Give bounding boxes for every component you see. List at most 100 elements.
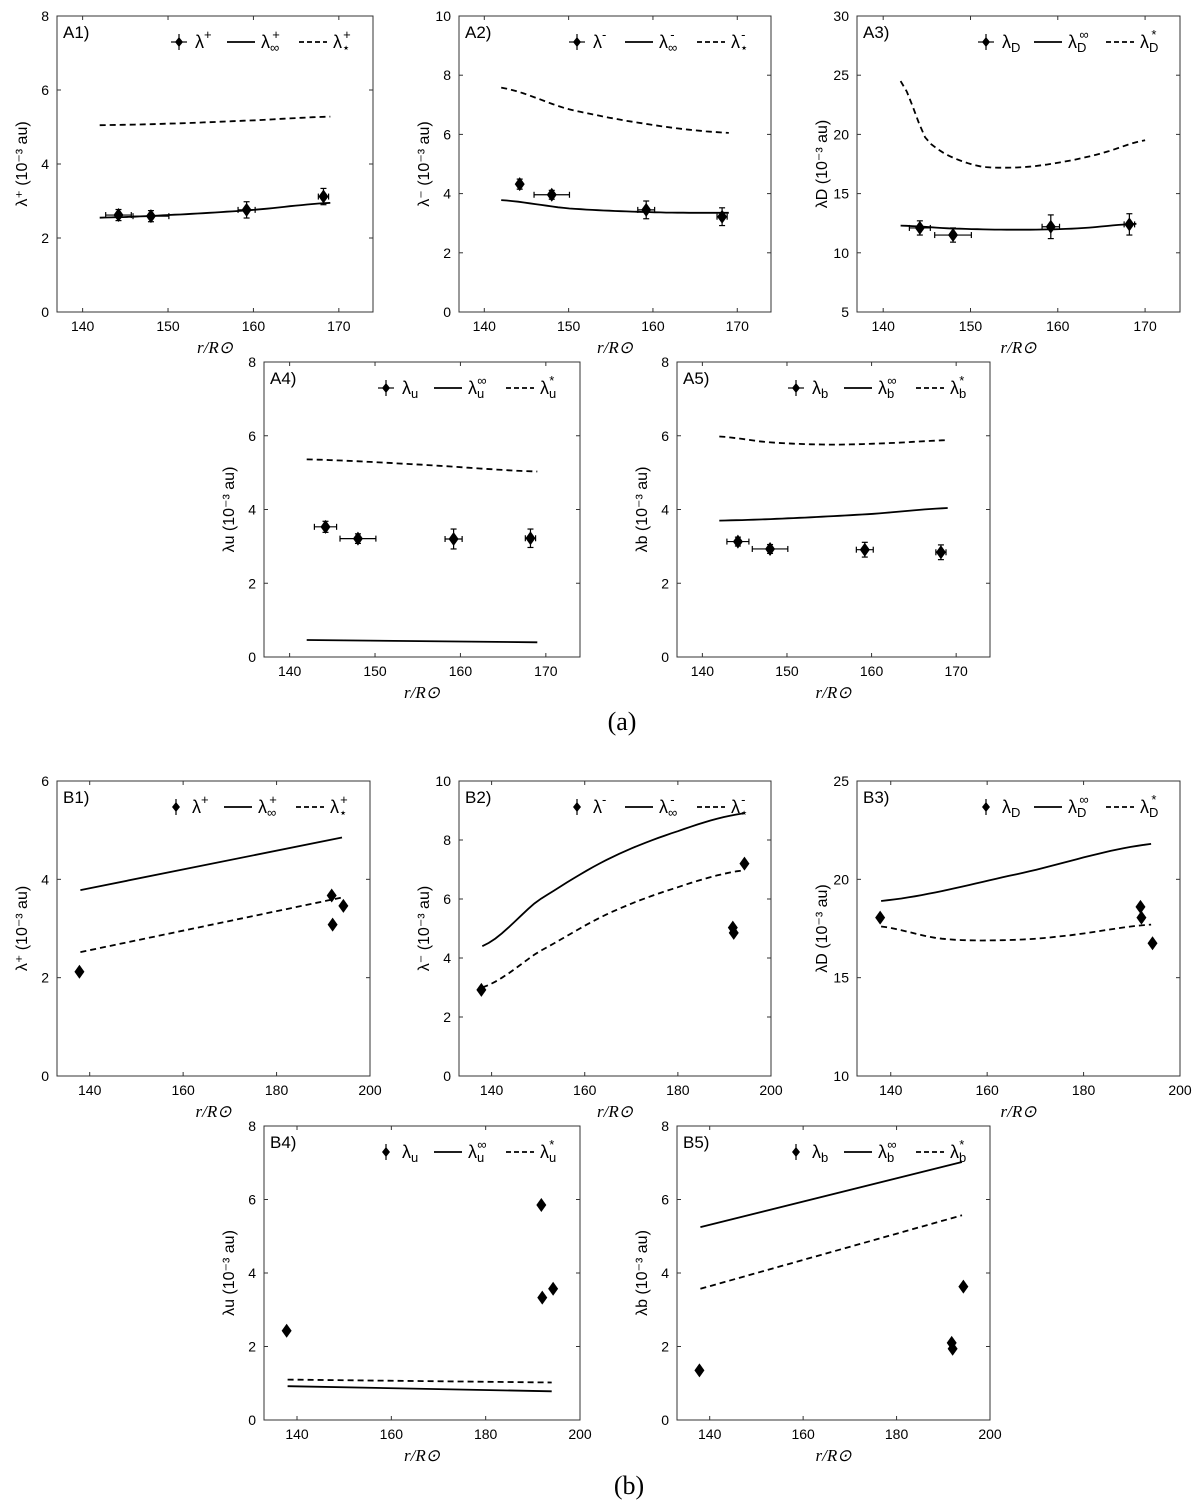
x-tick-label: 170	[944, 663, 968, 679]
legend-label: λD	[1002, 32, 1020, 55]
legend-marker	[982, 802, 990, 812]
solid-model-curve	[501, 199, 729, 214]
data-point-marker	[641, 202, 652, 217]
x-tick-label: 140	[480, 1082, 504, 1098]
data-point-marker	[327, 917, 338, 932]
data-point-marker	[1147, 936, 1158, 951]
plot-frame	[56, 15, 374, 313]
plot-frame	[676, 1125, 991, 1421]
x-axis-label: r/R⊙	[816, 683, 853, 702]
data-point-marker	[694, 1363, 705, 1378]
dashed-model-curve	[481, 869, 744, 989]
y-tick-label: 20	[833, 871, 849, 887]
chart-panel-a2: 140 150 160 170 0 2 4 6 8 10 r/R⊙ λ⁻ (10⁻³ au) A2) λ⋆…	[416, 8, 772, 357]
legend: λ⋆+ λ∞+ λ+	[171, 27, 351, 55]
y-tick-label: 6	[248, 1192, 256, 1208]
x-tick-label: 160	[860, 663, 884, 679]
data-point-marker	[113, 208, 124, 223]
y-axis-label: λu (10⁻³ au)	[221, 1230, 238, 1316]
dashed-model-curve	[287, 1378, 552, 1384]
y-axis-label: λb (10⁻³ au)	[634, 1230, 651, 1316]
legend-marker	[172, 802, 180, 812]
y-tick-label: 20	[833, 126, 849, 142]
panel-label: B4)	[270, 1133, 296, 1152]
legend: λu* λu∞ λu	[378, 373, 556, 401]
x-tick-label: 150	[156, 318, 180, 334]
x-tick-label: 180	[666, 1082, 690, 1098]
legend-label: λD*	[1140, 27, 1158, 55]
x-tick-label: 200	[358, 1082, 382, 1098]
legend-marker	[382, 383, 390, 393]
y-tick-label: 2	[661, 1339, 669, 1355]
dashed-model-curve	[306, 458, 538, 473]
y-tick-label: 2	[248, 1339, 256, 1355]
data-point-marker	[1136, 910, 1147, 925]
x-tick-label: 180	[265, 1082, 289, 1098]
legend-label: λb	[812, 1142, 828, 1165]
data-point-marker	[728, 925, 739, 940]
legend-marker	[175, 37, 183, 47]
x-tick-label: 160	[975, 1082, 999, 1098]
chart-panel-a3: 140 150 160 170 5 10 15 20 25 30 r/R⊙ λD (10⁻³ au) A…	[814, 8, 1181, 357]
data-point-marker	[947, 1341, 958, 1356]
x-tick-label: 200	[568, 1426, 592, 1442]
data-point-marker	[326, 888, 337, 903]
solid-model-curve	[287, 1385, 552, 1393]
x-tick-label: 170	[1133, 318, 1157, 334]
x-tick-label: 170	[534, 663, 558, 679]
y-tick-label: 2	[41, 970, 49, 986]
legend-label: λ-	[593, 792, 606, 817]
data-point-marker	[948, 228, 959, 243]
x-tick-label: 150	[557, 318, 581, 334]
chart-panel-b3: 140 160 180 200 10 15 20 25 r/R⊙ λD (10⁻³ au) B3) λ…	[814, 773, 1192, 1121]
data-point-marker	[536, 1198, 547, 1213]
panel-label: A4)	[270, 369, 296, 388]
legend-label: λ⋆+	[333, 27, 351, 55]
x-tick-label: 170	[327, 318, 351, 334]
y-tick-label: 4	[661, 502, 669, 518]
y-tick-label: 6	[661, 1192, 669, 1208]
y-tick-label: 4	[41, 156, 49, 172]
y-tick-label: 10	[833, 1068, 849, 1084]
solid-model-curve	[900, 222, 1137, 231]
legend-label: λb*	[950, 373, 966, 401]
data-point-marker	[145, 209, 156, 224]
legend-label: λ-	[593, 27, 606, 52]
x-tick-label: 160	[791, 1426, 815, 1442]
data-point-marker	[1135, 899, 1146, 914]
plot-frame	[458, 780, 772, 1077]
plot-frame	[676, 361, 991, 658]
legend-label: λ⋆+	[330, 792, 348, 820]
legend: λ⋆- λ∞- λ-	[569, 27, 748, 55]
y-tick-label: 8	[248, 1118, 256, 1134]
y-tick-label: 8	[443, 832, 451, 848]
panel-label: B1)	[63, 788, 89, 807]
y-tick-label: 10	[833, 245, 849, 261]
y-tick-label: 4	[443, 186, 451, 202]
data-point-marker	[548, 1281, 559, 1296]
y-tick-label: 2	[41, 230, 49, 246]
plot-frame	[458, 15, 772, 313]
data-point-marker	[875, 910, 886, 925]
x-tick-label: 160	[1046, 318, 1070, 334]
dashed-model-curve	[899, 80, 1146, 169]
y-tick-label: 8	[443, 67, 451, 83]
x-axis-label: r/R⊙	[597, 1102, 634, 1121]
x-tick-label: 140	[879, 1082, 903, 1098]
y-tick-label: 0	[248, 1412, 256, 1428]
panel-label: B2)	[465, 788, 491, 807]
x-tick-label: 170	[726, 318, 750, 334]
y-tick-label: 6	[41, 82, 49, 98]
legend: λ⋆+ λ∞+ λ+	[172, 792, 348, 820]
y-tick-label: 0	[41, 304, 49, 320]
legend-label: λ∞+	[258, 792, 277, 820]
data-point-marker	[338, 898, 349, 913]
solid-model-curve	[880, 843, 1152, 902]
panel-label: A1)	[63, 23, 89, 42]
y-tick-label: 0	[41, 1068, 49, 1084]
legend-label: λ∞+	[261, 27, 280, 55]
solid-model-curve	[99, 202, 331, 219]
x-tick-label: 180	[474, 1426, 498, 1442]
legend-label: λD	[1002, 797, 1020, 820]
y-axis-label: λu (10⁻³ au)	[221, 467, 238, 553]
